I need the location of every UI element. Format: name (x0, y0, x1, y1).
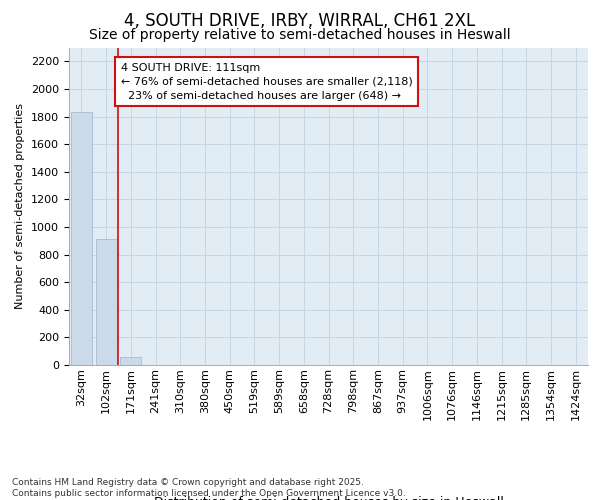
Bar (71, 112, 92, 365)
Bar (95, 240, 116, 365)
X-axis label: Distribution of semi-detached houses by size in Heswall: Distribution of semi-detached houses by … (154, 496, 503, 500)
Text: 4 SOUTH DRIVE: 111sqm
← 76% of semi-detached houses are smaller (2,118)
  23% of: 4 SOUTH DRIVE: 111sqm ← 76% of semi-deta… (121, 62, 413, 100)
Y-axis label: Number of semi-detached properties: Number of semi-detached properties (16, 104, 25, 309)
Text: 4, SOUTH DRIVE, IRBY, WIRRAL, CH61 2XL: 4, SOUTH DRIVE, IRBY, WIRRAL, CH61 2XL (124, 12, 476, 30)
Text: Size of property relative to semi-detached houses in Heswall: Size of property relative to semi-detach… (89, 28, 511, 42)
Bar (120, 358, 141, 365)
Text: Contains HM Land Registry data © Crown copyright and database right 2025.
Contai: Contains HM Land Registry data © Crown c… (12, 478, 406, 498)
